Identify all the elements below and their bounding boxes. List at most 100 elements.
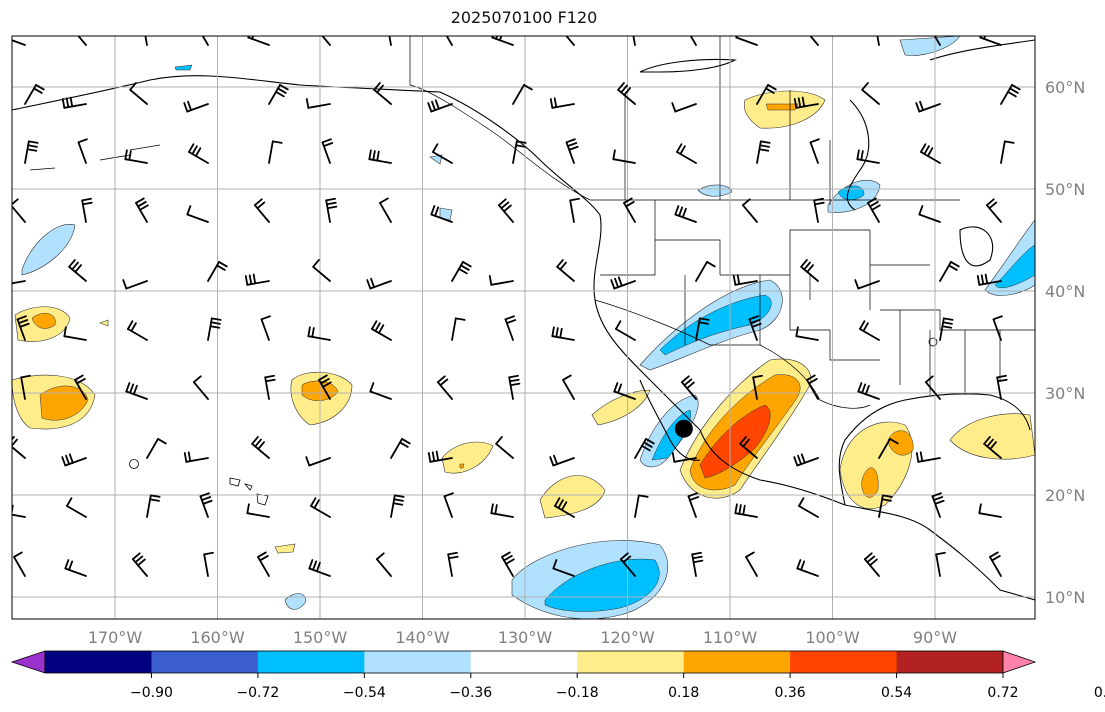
wind-barb [933, 36, 941, 46]
wind-barb [676, 143, 697, 164]
wind-barb [554, 497, 575, 518]
wind-barb [135, 197, 149, 223]
wind-barb [924, 375, 941, 400]
wind-barb [745, 551, 758, 577]
wind-barb [931, 492, 945, 518]
wind-barb [390, 438, 411, 459]
colorbar-tick-label: 0.36 [775, 685, 806, 701]
latitude-label: 20°N [1045, 486, 1085, 505]
colorbar-over-triangle [1002, 650, 1037, 674]
wind-barb [497, 198, 514, 223]
colorbar-bin [470, 651, 578, 673]
wind-barb [24, 84, 45, 105]
wind-barb [308, 559, 331, 577]
colorbar-bin [683, 651, 791, 673]
lat-lon-gridlines [12, 36, 1035, 619]
colorbar-bin [364, 651, 472, 673]
wind-barb [798, 497, 819, 518]
map-frame [11, 35, 1036, 620]
wind-barb [61, 96, 87, 109]
wind-barb [735, 36, 758, 46]
longitude-label: 160°W [190, 628, 245, 647]
wind-barb [854, 279, 880, 290]
negative-anomaly-shading [21, 36, 1035, 619]
wind-barb [671, 452, 697, 463]
wind-barb [734, 503, 758, 518]
colorbar-bin [790, 651, 898, 673]
wind-barb [504, 315, 517, 341]
colorbar-tick-label: −0.36 [449, 685, 492, 701]
wind-barb [246, 503, 270, 518]
colorbar-under-triangle [10, 650, 46, 674]
wind-barb [443, 492, 454, 518]
wind-barb [203, 551, 214, 577]
wind-barb [691, 551, 704, 577]
wind-barb [732, 274, 758, 286]
longitude-labels: 170°W 160°W 150°W 140°W 130°W 120°W 110°W 100°W… [88, 628, 957, 647]
wind-barb [436, 375, 453, 400]
wind-barbs [12, 36, 1021, 577]
colorbar-tick-label: −0.72 [236, 685, 279, 701]
wind-barb [268, 84, 289, 105]
wind-barb [24, 140, 39, 164]
wind-barb [74, 374, 87, 400]
wind-barb [748, 315, 762, 341]
wind-barb [935, 551, 946, 577]
wind-barb [427, 450, 453, 463]
wind-barb [13, 551, 26, 577]
wind-barb [857, 382, 880, 400]
map-area [12, 36, 1035, 619]
wind-barb [671, 102, 697, 113]
wind-barb [689, 36, 697, 46]
political-borders [409, 36, 1035, 409]
wind-barb [488, 275, 514, 286]
positive-anomaly-shading [12, 90, 1035, 554]
latitude-label: 30°N [1045, 384, 1085, 403]
wind-barb [373, 82, 392, 105]
longitude-label: 150°W [293, 628, 348, 647]
wind-barb [81, 197, 93, 223]
wind-barb [512, 84, 533, 105]
wind-barb [551, 326, 575, 341]
wind-barb [183, 100, 209, 113]
wind-barb [813, 197, 825, 223]
wind-barb [12, 280, 26, 285]
wind-barb [305, 456, 331, 467]
wind-barb [632, 36, 636, 46]
latitude-label: 50°N [1045, 180, 1085, 199]
wind-barb [310, 497, 331, 518]
longitude-label: 170°W [88, 628, 143, 647]
wind-barb [312, 259, 331, 282]
longitude-label: 130°W [498, 628, 553, 647]
wind-barb [321, 36, 331, 46]
wind-barb [569, 197, 580, 223]
wind-barb [793, 96, 819, 109]
colorbar-bin [45, 651, 152, 673]
strong-positive-shading [699, 404, 771, 479]
wind-barb [680, 375, 697, 400]
wind-barb [122, 279, 148, 290]
wind-barb [375, 552, 392, 577]
wind-barb [619, 552, 636, 577]
wind-barb [432, 143, 453, 164]
wind-barb [915, 100, 941, 113]
wind-barb [859, 320, 880, 341]
wind-barb [996, 374, 1008, 400]
colorbar-tick-label: 0.18 [668, 685, 699, 701]
wind-barb [430, 205, 453, 223]
wind-barb [756, 84, 777, 105]
wind-barb [979, 36, 1002, 46]
wind-barb [806, 374, 819, 400]
wind-barb [146, 438, 167, 459]
colorbar-tick-label: −0.90 [130, 685, 173, 701]
wind-barb [16, 315, 30, 341]
wind-barb [876, 36, 880, 46]
colorbar-tick-label: 0.90 [1094, 685, 1105, 701]
wind-barb [307, 326, 331, 341]
wind-barb [451, 317, 466, 341]
latitude-label: 60°N [1045, 78, 1085, 97]
latitude-label: 40°N [1045, 282, 1085, 301]
colorbar-bin [151, 651, 259, 673]
wind-barb [687, 492, 700, 518]
wind-barb [1000, 84, 1021, 105]
